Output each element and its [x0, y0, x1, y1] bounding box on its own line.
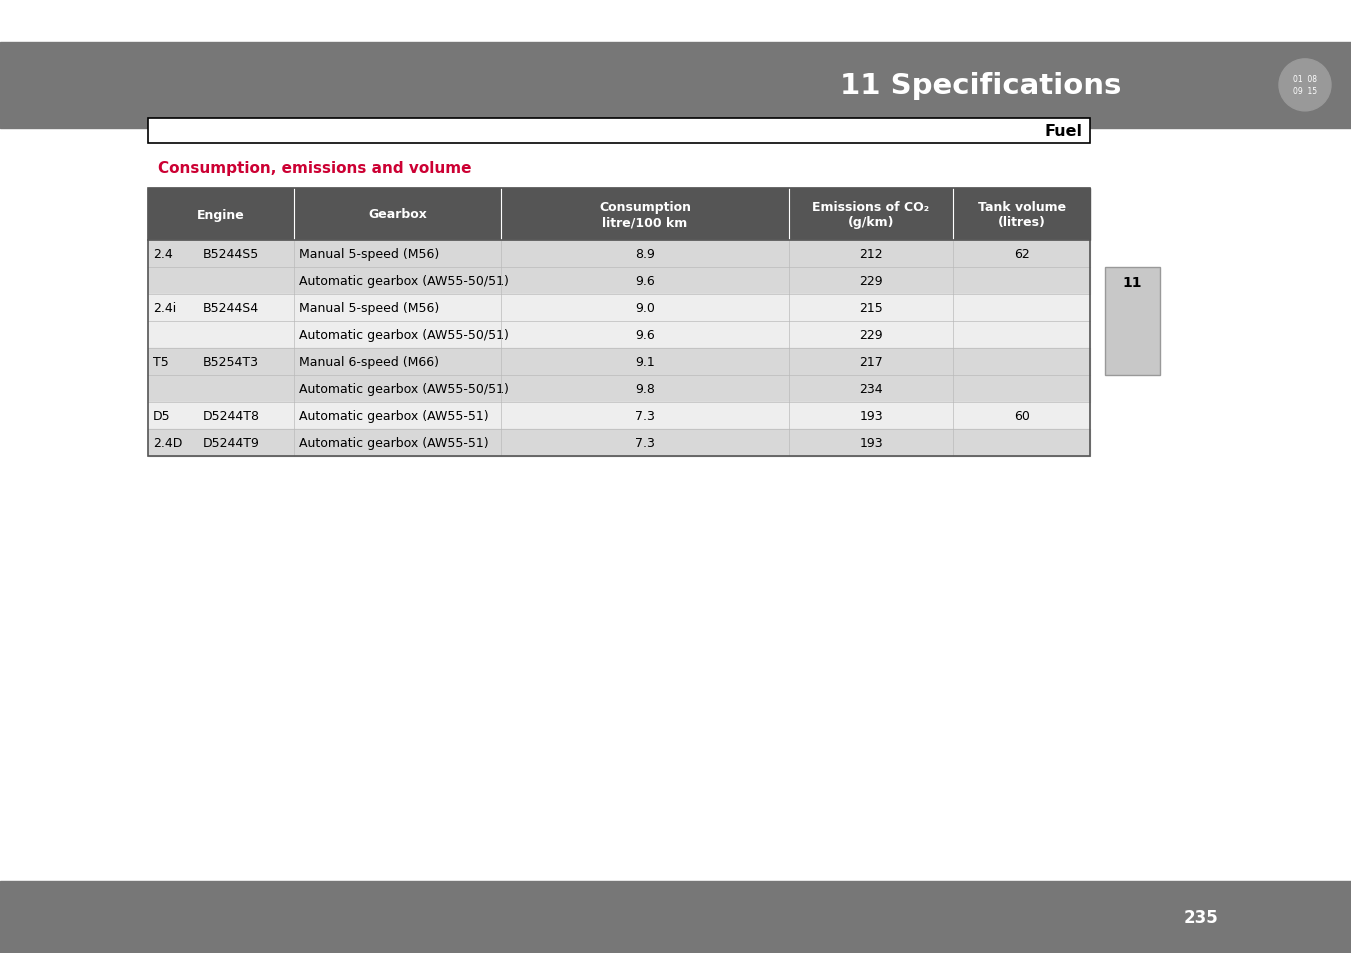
- Text: B5254T3: B5254T3: [203, 355, 259, 369]
- Bar: [149, 241, 1090, 268]
- Text: 7.3: 7.3: [635, 410, 655, 422]
- Text: D5: D5: [153, 410, 170, 422]
- Text: 01  08: 01 08: [1293, 75, 1317, 84]
- Text: Consumption
litre/100 km: Consumption litre/100 km: [598, 201, 690, 229]
- Text: 193: 193: [859, 436, 882, 450]
- Text: Tank volume
(litres): Tank volume (litres): [978, 201, 1066, 229]
- Text: B5244S4: B5244S4: [203, 302, 259, 314]
- Text: 229: 229: [859, 274, 882, 288]
- Text: Manual 5-speed (M56): Manual 5-speed (M56): [299, 302, 439, 314]
- Text: Automatic gearbox (AW55-50/51): Automatic gearbox (AW55-50/51): [299, 329, 509, 341]
- Text: T5: T5: [153, 355, 169, 369]
- Text: 235: 235: [1183, 908, 1219, 926]
- Text: Automatic gearbox (AW55-50/51): Automatic gearbox (AW55-50/51): [299, 382, 509, 395]
- Text: 229: 229: [859, 329, 882, 341]
- Text: Automatic gearbox (AW55-51): Automatic gearbox (AW55-51): [299, 410, 489, 422]
- Bar: [149, 189, 1090, 241]
- Bar: [149, 375, 1090, 402]
- Text: 62: 62: [1013, 248, 1029, 261]
- Bar: [149, 268, 1090, 294]
- Text: Automatic gearbox (AW55-50/51): Automatic gearbox (AW55-50/51): [299, 274, 509, 288]
- Text: 8.9: 8.9: [635, 248, 655, 261]
- Text: 9.0: 9.0: [635, 302, 655, 314]
- Text: 9.1: 9.1: [635, 355, 655, 369]
- Bar: [149, 349, 1090, 375]
- Text: Manual 6-speed (M66): Manual 6-speed (M66): [299, 355, 439, 369]
- Bar: [149, 189, 1090, 456]
- Bar: [149, 119, 1090, 144]
- Text: B5244S5: B5244S5: [203, 248, 259, 261]
- Text: 7.3: 7.3: [635, 436, 655, 450]
- Text: 215: 215: [859, 302, 882, 314]
- Text: 9.8: 9.8: [635, 382, 655, 395]
- Text: 193: 193: [859, 410, 882, 422]
- Text: 60: 60: [1013, 410, 1029, 422]
- Text: 2.4: 2.4: [153, 248, 173, 261]
- Text: 234: 234: [859, 382, 882, 395]
- Text: D5244T8: D5244T8: [203, 410, 261, 422]
- Circle shape: [1279, 60, 1331, 112]
- Bar: [0, 43, 1351, 129]
- Text: 217: 217: [859, 355, 882, 369]
- Text: Gearbox: Gearbox: [369, 209, 427, 221]
- Text: Consumption, emissions and volume: Consumption, emissions and volume: [158, 161, 471, 175]
- Text: Fuel: Fuel: [1044, 124, 1082, 139]
- Text: 2.4i: 2.4i: [153, 302, 176, 314]
- Bar: [149, 294, 1090, 322]
- Text: Engine: Engine: [197, 209, 245, 221]
- Text: 09  15: 09 15: [1293, 88, 1317, 96]
- Bar: [1105, 268, 1161, 375]
- Text: 9.6: 9.6: [635, 329, 655, 341]
- Text: Automatic gearbox (AW55-51): Automatic gearbox (AW55-51): [299, 436, 489, 450]
- Text: 212: 212: [859, 248, 882, 261]
- Text: Manual 5-speed (M56): Manual 5-speed (M56): [299, 248, 439, 261]
- Text: 9.6: 9.6: [635, 274, 655, 288]
- Bar: [149, 402, 1090, 430]
- Bar: [0, 882, 1351, 953]
- Text: 11 Specifications: 11 Specifications: [840, 71, 1121, 100]
- Bar: [149, 322, 1090, 349]
- Text: Emissions of CO₂
(g/km): Emissions of CO₂ (g/km): [812, 201, 929, 229]
- Text: 2.4D: 2.4D: [153, 436, 182, 450]
- Bar: [149, 430, 1090, 456]
- Text: 11: 11: [1123, 275, 1142, 290]
- Text: D5244T9: D5244T9: [203, 436, 259, 450]
